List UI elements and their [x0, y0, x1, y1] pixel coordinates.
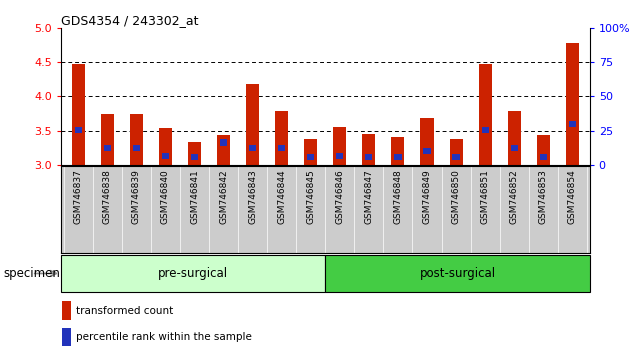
- Text: GSM746841: GSM746841: [190, 169, 199, 224]
- Bar: [508, 112, 520, 165]
- Bar: [537, 135, 550, 165]
- Bar: [72, 64, 85, 165]
- Text: post-surgical: post-surgical: [419, 267, 495, 280]
- Bar: [307, 154, 314, 160]
- Bar: [75, 127, 82, 133]
- Bar: [62, 301, 71, 320]
- Bar: [333, 127, 346, 165]
- Text: GSM746845: GSM746845: [306, 169, 315, 224]
- Text: GSM746838: GSM746838: [103, 169, 112, 224]
- Text: GSM746853: GSM746853: [538, 169, 547, 224]
- Bar: [481, 127, 488, 133]
- Bar: [304, 139, 317, 165]
- Bar: [365, 154, 372, 160]
- Bar: [162, 153, 169, 159]
- Bar: [566, 42, 579, 165]
- Text: GSM746842: GSM746842: [219, 169, 228, 224]
- Text: specimen: specimen: [3, 267, 60, 280]
- Bar: [133, 145, 140, 151]
- Bar: [62, 328, 71, 346]
- Text: GSM746843: GSM746843: [248, 169, 257, 224]
- Text: GSM746840: GSM746840: [161, 169, 170, 224]
- Bar: [278, 145, 285, 151]
- Bar: [449, 139, 463, 165]
- Bar: [217, 135, 230, 165]
- Text: GSM746851: GSM746851: [481, 169, 490, 224]
- Text: pre-surgical: pre-surgical: [158, 267, 228, 280]
- Bar: [249, 145, 256, 151]
- Bar: [394, 154, 401, 160]
- Text: GSM746837: GSM746837: [74, 169, 83, 224]
- Bar: [101, 114, 114, 165]
- Bar: [61, 255, 326, 292]
- Text: transformed count: transformed count: [76, 306, 173, 316]
- Bar: [130, 114, 143, 165]
- Bar: [424, 148, 431, 154]
- Bar: [104, 145, 111, 151]
- Bar: [220, 139, 227, 145]
- Bar: [479, 64, 492, 165]
- Text: GSM746848: GSM746848: [394, 169, 403, 224]
- Text: GSM746847: GSM746847: [364, 169, 374, 224]
- Text: GSM746839: GSM746839: [132, 169, 141, 224]
- Text: GSM746852: GSM746852: [510, 169, 519, 224]
- Bar: [569, 121, 576, 127]
- Bar: [362, 134, 376, 165]
- Text: GSM746844: GSM746844: [277, 169, 287, 224]
- Bar: [188, 142, 201, 165]
- Text: GSM746850: GSM746850: [451, 169, 461, 224]
- Text: GSM746854: GSM746854: [568, 169, 577, 224]
- Text: GSM746849: GSM746849: [422, 169, 431, 224]
- Bar: [275, 112, 288, 165]
- Text: percentile rank within the sample: percentile rank within the sample: [76, 332, 252, 342]
- Text: GSM746846: GSM746846: [335, 169, 344, 224]
- Bar: [540, 154, 547, 160]
- Bar: [246, 84, 259, 165]
- Bar: [420, 118, 433, 165]
- Text: GDS4354 / 243302_at: GDS4354 / 243302_at: [61, 14, 199, 27]
- Bar: [337, 153, 344, 159]
- Bar: [453, 154, 460, 160]
- Bar: [392, 137, 404, 165]
- Bar: [159, 129, 172, 165]
- Bar: [326, 255, 590, 292]
- Bar: [511, 145, 518, 151]
- Bar: [191, 154, 198, 160]
